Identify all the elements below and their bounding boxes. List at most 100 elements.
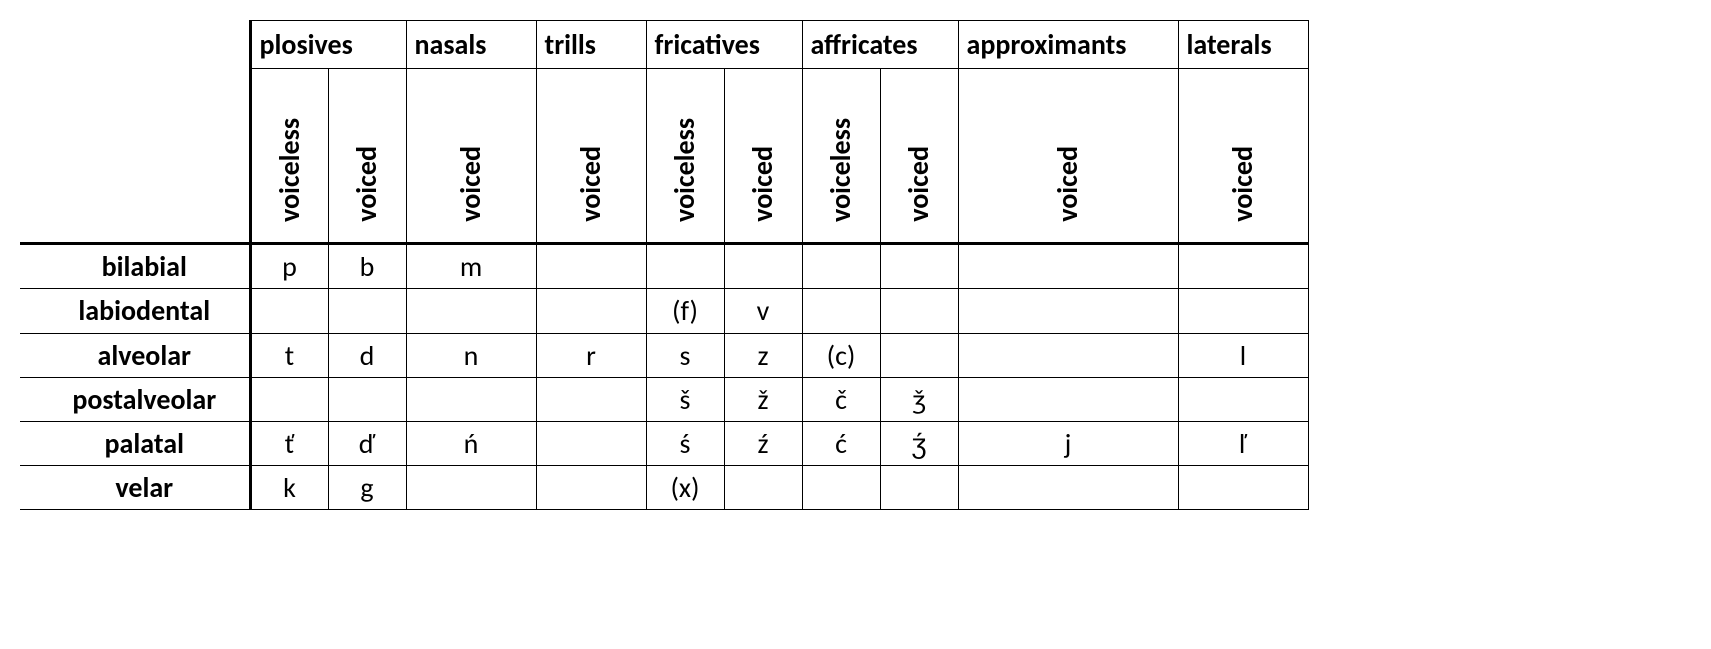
data-cell: j bbox=[958, 421, 1178, 465]
row-label-text: postalveolar bbox=[72, 382, 216, 417]
voicing-9: voiced bbox=[1178, 69, 1308, 244]
data-cell: ľ bbox=[1178, 421, 1308, 465]
voicing-7: voiced bbox=[880, 69, 958, 244]
row-label: alveolar bbox=[20, 333, 250, 377]
phoneme: ń bbox=[464, 426, 479, 461]
row-label-text: bilabial bbox=[102, 249, 187, 284]
data-cell: t bbox=[250, 333, 328, 377]
voicing-5: voiced bbox=[724, 69, 802, 244]
phoneme: p bbox=[282, 249, 297, 284]
data-cell: ť bbox=[250, 421, 328, 465]
phoneme: k bbox=[283, 470, 296, 505]
col-label: nasals bbox=[415, 27, 487, 62]
col-plosives: plosives bbox=[250, 21, 406, 69]
phoneme: m bbox=[460, 249, 482, 284]
data-cell: l bbox=[1178, 333, 1308, 377]
voicing-8: voiced bbox=[958, 69, 1178, 244]
data-cell: ď bbox=[328, 421, 406, 465]
phoneme: z bbox=[757, 338, 768, 373]
data-cell bbox=[406, 289, 536, 333]
col-label: trills bbox=[545, 27, 596, 62]
phoneme: b bbox=[360, 249, 375, 284]
row-label-text: velar bbox=[115, 470, 173, 505]
data-cell: k bbox=[250, 466, 328, 510]
phoneme: (x) bbox=[670, 470, 699, 505]
table-row: labiodental (f) v bbox=[20, 289, 1308, 333]
table-row: postalveolar š ž č ǯ bbox=[20, 377, 1308, 421]
row-label-text: labiodental bbox=[78, 293, 210, 328]
phoneme: ž bbox=[757, 382, 768, 417]
data-cell bbox=[250, 377, 328, 421]
voicing-label: voiceless bbox=[827, 118, 855, 222]
table-row: palatal ť ď ń ś ź ć ʒ́ j ľ bbox=[20, 421, 1308, 465]
phoneme: č bbox=[835, 382, 847, 417]
data-cell bbox=[880, 289, 958, 333]
table-row: velar k g (x) bbox=[20, 466, 1308, 510]
data-cell: m bbox=[406, 244, 536, 289]
phoneme: (c) bbox=[827, 338, 856, 373]
consonant-table-real: plosives nasals trills fricatives affric… bbox=[20, 20, 1309, 510]
voicing-label: voiced bbox=[1229, 146, 1257, 222]
header-row-voicing: voiceless voiced voiced voiced voiceless… bbox=[20, 69, 1308, 244]
data-cell bbox=[536, 244, 646, 289]
data-cell bbox=[958, 466, 1178, 510]
data-cell bbox=[536, 289, 646, 333]
data-cell bbox=[536, 377, 646, 421]
data-cell: (f) bbox=[646, 289, 724, 333]
data-cell: b bbox=[328, 244, 406, 289]
data-cell bbox=[880, 244, 958, 289]
phoneme: l bbox=[1240, 338, 1246, 373]
voicing-label: voiced bbox=[905, 146, 933, 222]
data-cell: š bbox=[646, 377, 724, 421]
phoneme: d bbox=[360, 338, 375, 373]
voicing-1: voiced bbox=[328, 69, 406, 244]
data-cell: d bbox=[328, 333, 406, 377]
data-cell: ń bbox=[406, 421, 536, 465]
data-cell bbox=[1178, 244, 1308, 289]
data-cell: ž bbox=[724, 377, 802, 421]
data-cell: č bbox=[802, 377, 880, 421]
row-label: velar bbox=[20, 466, 250, 510]
data-cell bbox=[724, 244, 802, 289]
data-cell bbox=[958, 333, 1178, 377]
data-cell: z bbox=[724, 333, 802, 377]
table-row: bilabial p b m bbox=[20, 244, 1308, 289]
row-label: postalveolar bbox=[20, 377, 250, 421]
phoneme: ď bbox=[359, 426, 375, 461]
row-label: palatal bbox=[20, 421, 250, 465]
data-cell bbox=[724, 466, 802, 510]
voicing-label: voiced bbox=[749, 146, 777, 222]
table-row: alveolar t d n r s z (c) l bbox=[20, 333, 1308, 377]
data-cell bbox=[536, 466, 646, 510]
voicing-label: voiced bbox=[1054, 146, 1082, 222]
col-trills: trills bbox=[536, 21, 646, 69]
data-cell bbox=[536, 421, 646, 465]
data-cell: s bbox=[646, 333, 724, 377]
data-cell bbox=[328, 377, 406, 421]
phoneme: t bbox=[285, 338, 294, 373]
data-cell: r bbox=[536, 333, 646, 377]
data-cell bbox=[802, 244, 880, 289]
phoneme: ś bbox=[680, 426, 691, 461]
col-laterals: laterals bbox=[1178, 21, 1308, 69]
voicing-label: voiceless bbox=[276, 118, 304, 222]
phoneme: ć bbox=[835, 426, 847, 461]
phoneme: g bbox=[360, 470, 373, 505]
data-cell bbox=[802, 289, 880, 333]
voicing-3: voiced bbox=[536, 69, 646, 244]
col-label: plosives bbox=[260, 27, 353, 62]
phoneme: r bbox=[586, 338, 596, 373]
phoneme: ʒ́ bbox=[911, 426, 926, 461]
col-nasals: nasals bbox=[406, 21, 536, 69]
data-cell: ź bbox=[724, 421, 802, 465]
data-cell bbox=[958, 244, 1178, 289]
data-cell: (x) bbox=[646, 466, 724, 510]
voicing-label: voiced bbox=[457, 146, 485, 222]
data-cell bbox=[406, 377, 536, 421]
phoneme: ǯ bbox=[912, 382, 925, 417]
phoneme: ľ bbox=[1239, 426, 1246, 461]
row-label-text: alveolar bbox=[98, 338, 192, 373]
data-cell bbox=[1178, 377, 1308, 421]
corner-cell-bottom bbox=[20, 69, 250, 244]
data-cell: ʒ́ bbox=[880, 421, 958, 465]
